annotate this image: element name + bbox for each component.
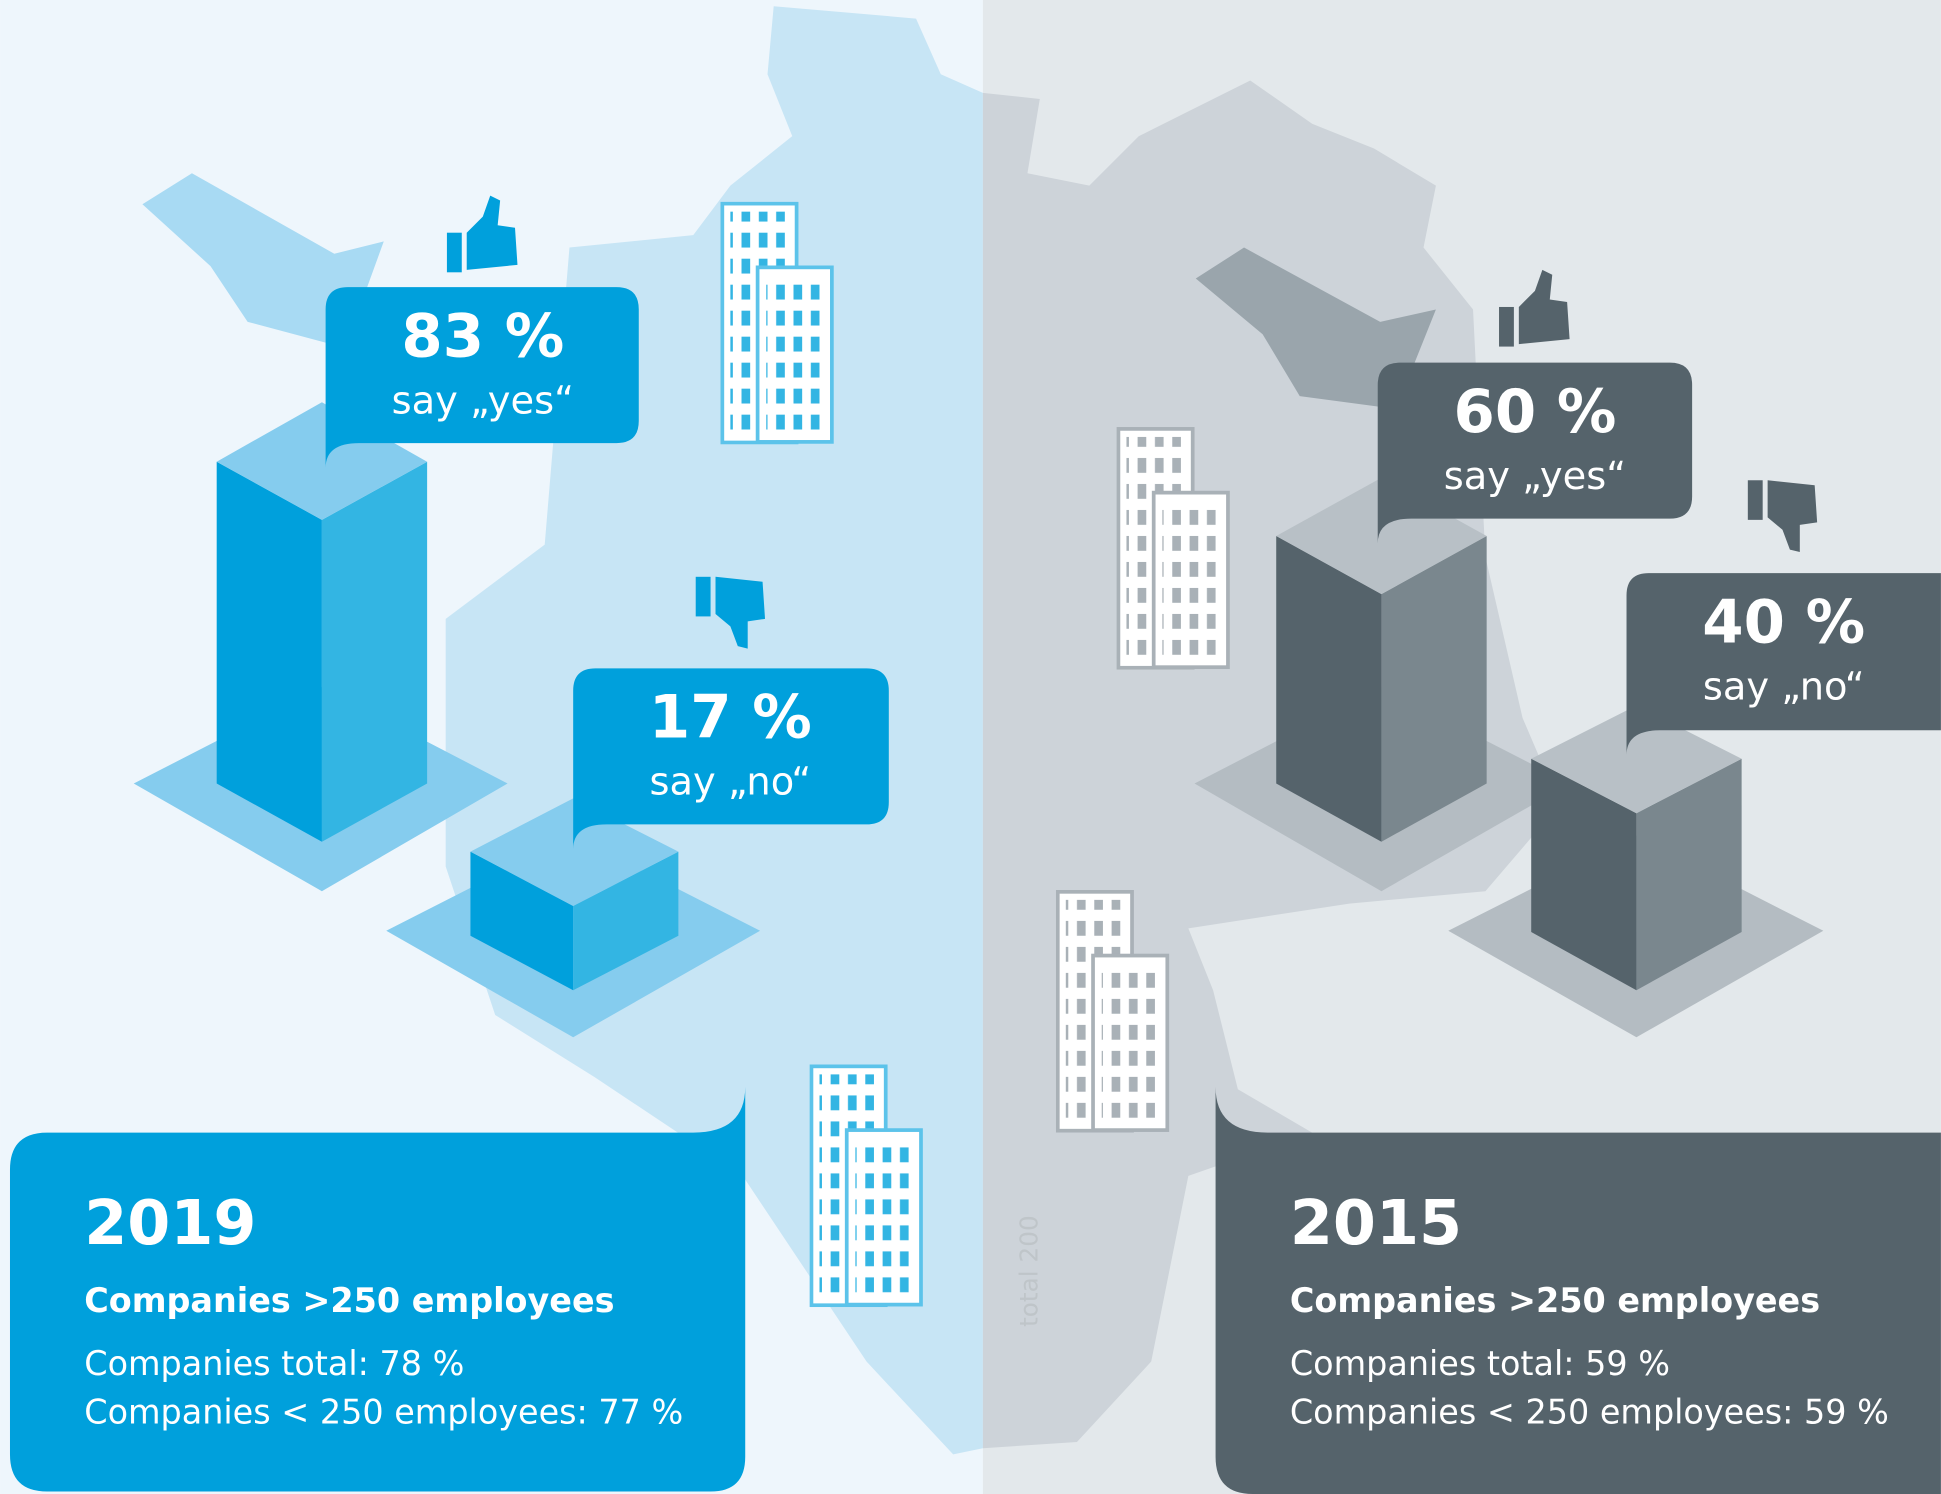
- yes-value: 60 %: [1453, 378, 1616, 447]
- box-face: [321, 461, 428, 842]
- box-face: [470, 851, 574, 991]
- year: 2015: [1290, 1187, 1462, 1259]
- wrench: [1195, 247, 1436, 409]
- no-label: say „no“: [1703, 664, 1865, 709]
- summary-panel: [9, 1086, 746, 1492]
- summary-line: Companies < 250 employees: 59 %: [1290, 1392, 1889, 1431]
- box-top: [1531, 705, 1742, 814]
- summary-line: Companies < 250 employees: 77 %: [84, 1392, 683, 1431]
- summary-line: Companies total: 78 %: [84, 1344, 464, 1383]
- wrench: [142, 173, 384, 347]
- yes-value: 83 %: [401, 302, 564, 371]
- side-note: total 200: [1014, 1215, 1043, 1327]
- speech-bubble: [573, 668, 889, 850]
- no-value: 40 %: [1702, 588, 1865, 657]
- speech-bubble: [1626, 573, 1941, 756]
- box-face: [1381, 535, 1487, 842]
- box-top: [470, 798, 679, 907]
- box-face: [1636, 758, 1742, 991]
- speech-bubble: [325, 287, 639, 468]
- yes-label: say „yes“: [1444, 454, 1626, 499]
- thumb-down-icon: [1747, 480, 1818, 553]
- year: 2019: [84, 1187, 256, 1259]
- thumb-up-icon: [1499, 269, 1570, 347]
- box-top: [216, 402, 428, 520]
- summary-panel: [1215, 1086, 1941, 1494]
- subtitle: Companies >250 employees: [1290, 1281, 1820, 1320]
- box-face: [573, 851, 679, 991]
- no-value: 17 %: [649, 684, 812, 753]
- thumb-down-icon: [695, 576, 766, 649]
- box-face: [1276, 535, 1382, 842]
- summary-line: Companies total: 59 %: [1290, 1344, 1670, 1383]
- thumb-up-icon: [446, 195, 518, 273]
- yes-label: say „yes“: [392, 378, 574, 423]
- box-face: [1531, 758, 1637, 991]
- no-label: say „no“: [649, 760, 811, 805]
- subtitle: Companies >250 employees: [84, 1281, 614, 1320]
- speech-bubble: [1377, 362, 1693, 544]
- box-face: [216, 461, 322, 842]
